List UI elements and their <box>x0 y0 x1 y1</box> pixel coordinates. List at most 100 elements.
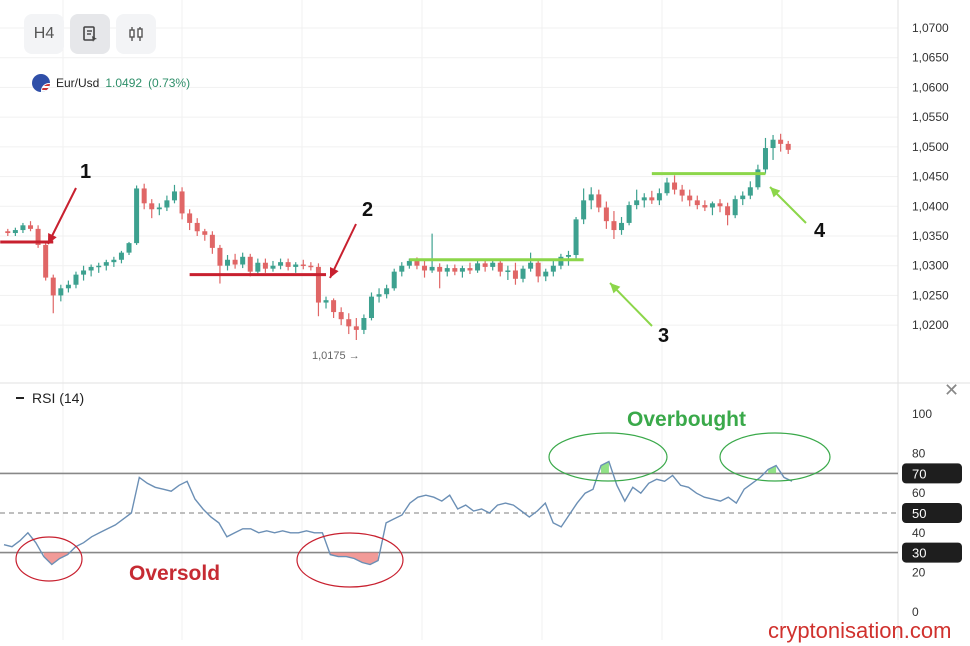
candle-body <box>278 262 284 266</box>
price-tick-label: 1,0350 <box>912 229 949 243</box>
rsi-tick-label: 40 <box>912 526 926 540</box>
oversold-ellipse <box>15 536 83 582</box>
candle-body <box>725 206 731 216</box>
candle-body <box>475 263 481 271</box>
candle-body <box>232 259 238 265</box>
candle-body <box>702 205 708 208</box>
level-number-4: 4 <box>814 220 826 242</box>
oversold-ellipse <box>296 532 404 588</box>
candle-body <box>28 225 34 229</box>
candle-body <box>141 188 147 204</box>
level-arrow-2 <box>329 223 357 279</box>
candle-body <box>103 262 109 266</box>
candle-body <box>626 205 632 223</box>
rsi-tick-label: 0 <box>912 605 919 619</box>
oversold-fill <box>43 552 68 565</box>
candle-body <box>50 277 56 296</box>
level-arrow-1 <box>47 187 77 245</box>
candle-body <box>414 260 420 266</box>
level-arrowhead-4 <box>770 187 781 198</box>
level-arrowhead-2 <box>329 267 339 278</box>
candle-body <box>300 264 306 267</box>
candle-body <box>422 265 428 271</box>
candle-body <box>368 296 374 319</box>
oversold-label: Oversold <box>129 562 220 585</box>
price-tick-label: 1,0600 <box>912 80 949 94</box>
overbought-label: Overbought <box>627 408 746 431</box>
price-tick-label: 1,0200 <box>912 318 949 332</box>
candle-body <box>5 231 11 234</box>
rsi-tick-label: 20 <box>912 565 926 579</box>
candle-body <box>762 148 768 170</box>
candle-body <box>361 318 367 330</box>
candle-body <box>217 247 223 266</box>
candle-body <box>149 203 155 210</box>
level-number-1: 1 <box>80 161 91 183</box>
rsi-badge-50 <box>902 503 962 523</box>
candle-body <box>581 200 587 220</box>
candle-body <box>467 268 473 271</box>
candle-body <box>619 222 625 231</box>
candle-body <box>740 195 746 200</box>
rsi-label: RSI (14) <box>32 390 85 406</box>
candle-body <box>634 200 640 206</box>
candle-body <box>331 300 337 313</box>
watermark: cryptonisation.com <box>768 618 952 643</box>
candle-body <box>588 194 594 201</box>
candle-body <box>118 252 124 260</box>
candle-body <box>58 288 64 296</box>
candle-body <box>338 312 344 320</box>
candle-body <box>43 244 49 278</box>
candle-body <box>656 193 662 201</box>
candle-body <box>641 197 647 201</box>
candle-body <box>444 268 450 272</box>
candle-body <box>755 169 761 188</box>
candle-body <box>270 265 276 269</box>
level-arrowhead-3 <box>610 283 621 294</box>
candle-body <box>679 189 685 196</box>
price-tick-label: 1,0700 <box>912 21 949 35</box>
price-tick-label: 1,0400 <box>912 199 949 213</box>
candle-body <box>346 319 352 327</box>
level-arrow-3 <box>609 282 653 327</box>
candle-body <box>65 284 71 289</box>
candle-body <box>732 199 738 216</box>
candle-body <box>687 195 693 201</box>
timeframe-button[interactable]: H4 <box>24 14 64 54</box>
candle-body <box>35 228 41 245</box>
level-number-3: 3 <box>658 325 669 347</box>
candle-body <box>164 200 170 208</box>
candle-body <box>520 268 526 279</box>
candle-body <box>353 326 359 330</box>
candle-body <box>611 221 617 231</box>
candle-body <box>376 294 382 297</box>
candle-body <box>73 274 79 285</box>
close-icon[interactable]: ✕ <box>944 380 960 400</box>
min-price-label: 1,0175 → <box>312 350 360 362</box>
candle-body <box>81 270 87 275</box>
candle-body <box>747 187 753 196</box>
candle-body <box>126 243 132 253</box>
candle-body <box>399 265 405 272</box>
candle-body <box>452 268 458 272</box>
candle-body <box>285 262 291 267</box>
candle-body <box>672 182 678 190</box>
candle-body <box>497 262 503 272</box>
candle-body <box>202 231 208 235</box>
candle-body <box>429 266 435 271</box>
rsi-legend: RSI (14) <box>16 390 84 406</box>
candle-body <box>240 256 246 265</box>
candle-body <box>565 255 571 257</box>
symbol-change: (0.73%) <box>148 76 191 90</box>
candle-body <box>225 259 231 266</box>
candle-body <box>717 203 723 207</box>
candle-body <box>770 139 776 149</box>
level-arrowhead-1 <box>48 233 57 244</box>
candle-body <box>459 268 465 272</box>
pencil-cursor-icon[interactable] <box>70 14 110 54</box>
candle-body <box>505 270 511 272</box>
candlestick-icon[interactable] <box>116 14 156 54</box>
candle-body <box>209 234 215 248</box>
price-tick-label: 1,0250 <box>912 288 949 302</box>
